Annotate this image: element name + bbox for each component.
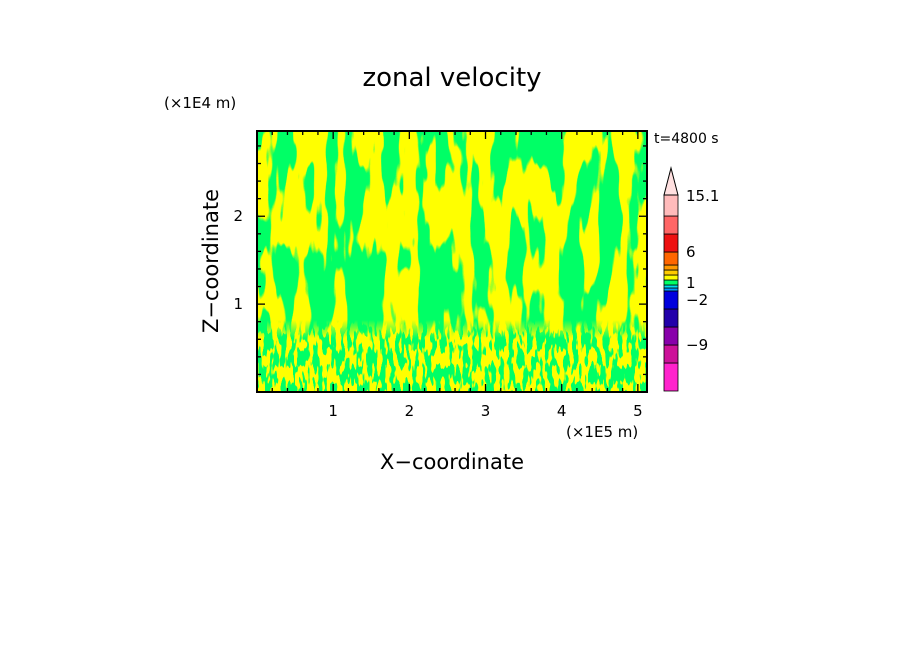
colorbar-segment (663, 290, 679, 310)
x-tick-label: 3 (481, 402, 491, 420)
colorbar-segment (663, 194, 679, 217)
x-tick-label: 1 (328, 402, 338, 420)
colorbar-segment (663, 344, 679, 364)
x-axis-label: X−coordinate (380, 450, 524, 474)
colorbar-segment (663, 264, 679, 271)
colorbar-segment (663, 362, 679, 392)
tick-labels: 1 2 3 4 5 1 2 (233, 207, 642, 420)
axis-ticks (257, 131, 647, 392)
x-unit-label: (×1E5 m) (566, 423, 638, 441)
y-unit-label: (×1E4 m) (164, 94, 236, 112)
colorbar-extend-arrow (663, 166, 679, 196)
colorbar-segment (663, 274, 679, 281)
colorbar-segment (663, 308, 679, 328)
colorbar-segment (663, 326, 679, 346)
colorbar-segment (663, 287, 679, 292)
x-tick-label: 5 (633, 402, 643, 420)
colorbar-segment (663, 233, 679, 253)
colorbar-label: −9 (686, 336, 708, 354)
colorbar-segment (663, 284, 679, 289)
time-label: t=4800 s (654, 131, 719, 147)
colorbar-label: −2 (686, 291, 708, 309)
chart-title: zonal velocity (362, 63, 541, 93)
colorbar-label: 15.1 (686, 187, 719, 205)
colorbar-segment (663, 251, 679, 266)
colorbar: 15.1 6 1−2 −9 (663, 166, 719, 392)
field-fine-scale (257, 320, 647, 392)
y-tick-label: 1 (233, 295, 243, 313)
x-tick-label: 4 (557, 402, 567, 420)
colorbar-segment (663, 269, 679, 276)
x-tick-label: 2 (405, 402, 415, 420)
y-tick-label: 2 (233, 207, 243, 225)
colorbar-segment (663, 279, 679, 286)
plot-frame (256, 130, 648, 393)
colorbar-label: 1 (686, 274, 696, 292)
contour-field (257, 131, 647, 392)
y-axis-label: Z−coordinate (199, 189, 223, 333)
colorbar-label: 6 (686, 243, 696, 261)
colorbar-segment (663, 215, 679, 235)
